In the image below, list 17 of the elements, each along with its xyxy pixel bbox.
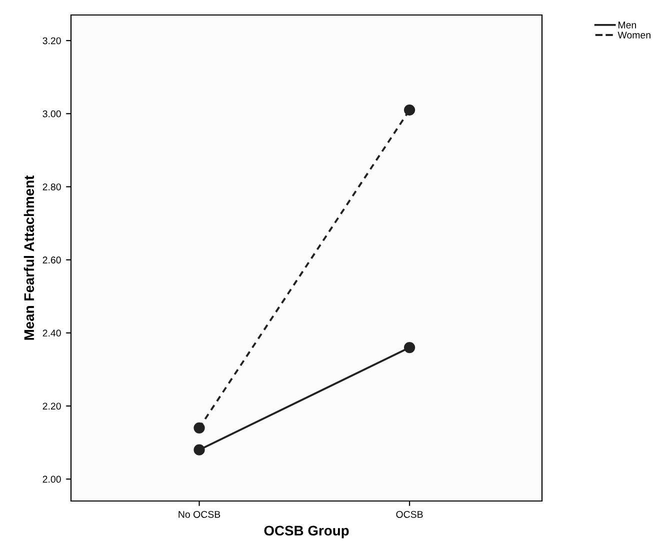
legend-label: Women (618, 32, 650, 38)
point (194, 444, 205, 456)
y-tick-label: 2.60 (42, 256, 61, 264)
point (404, 104, 416, 116)
x-tick-label: OCSB (396, 510, 423, 518)
x-tick-label: No OCSB (178, 510, 220, 518)
y-tick-label: 3.20 (42, 37, 61, 44)
y-tick-label: 3.00 (42, 110, 61, 118)
y-tick-label: 2.00 (42, 476, 61, 483)
y-axis-title: Mean Fearful Attachment (24, 175, 34, 340)
y-tick-label: 2.20 (42, 402, 61, 410)
x-axis-title: OCSB Group (264, 526, 349, 538)
y-tick-label: 2.80 (42, 183, 61, 190)
legend-label: Men (618, 22, 636, 28)
point (404, 342, 416, 354)
y-tick-label: 2.40 (42, 330, 61, 337)
point (194, 422, 205, 434)
